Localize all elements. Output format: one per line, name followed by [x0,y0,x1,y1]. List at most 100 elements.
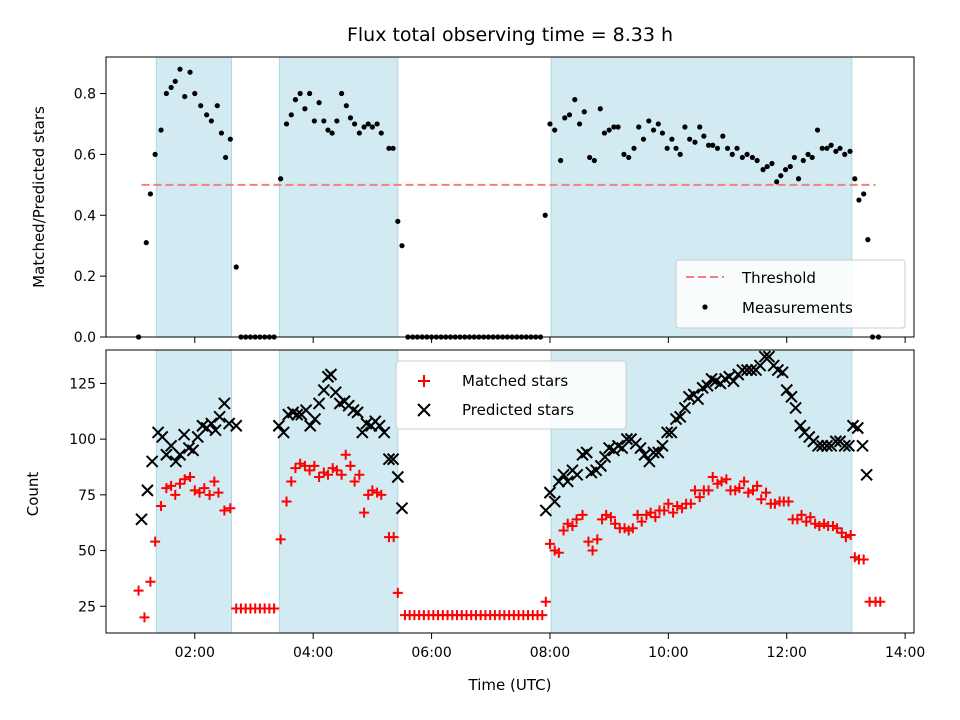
matched-star-point [650,512,661,523]
measurement-point [172,78,178,84]
matched-star-point [367,485,378,496]
measurement-point [597,106,603,112]
matched-star-point [290,463,301,474]
measurement-point [720,133,726,139]
matched-star-point [174,478,185,489]
measurement-point [369,124,375,130]
matched-star-point [845,529,856,540]
measurement-point [664,145,670,151]
predicted-star-point [543,486,557,499]
bottom-axes-frame [105,349,915,634]
matched-star-point [739,476,750,487]
predicted-star-point [230,419,243,432]
matched-star-point [299,460,310,471]
measurement-point [325,127,331,133]
matched-star-point [354,469,365,480]
measurement-point [187,69,193,75]
x-axis-label: Time (UTC) [468,676,552,694]
matched-star-point [275,534,286,545]
measurement-point [352,121,358,127]
measurement-point [147,191,153,197]
measurement-point [640,136,647,142]
predicted-star-point [745,363,758,377]
predicted-star-point [647,446,660,459]
top-x-ticks [194,337,906,343]
measurement-point [204,112,210,118]
measurement-point [615,124,621,130]
matched-star-point [166,480,177,491]
predicted-star-point [656,439,669,453]
measurement-point [222,154,229,161]
measurement-point [673,145,679,151]
measurement-point [361,124,367,130]
matched-star-point [331,465,342,476]
matched-star-point [269,603,280,614]
measurement-point [168,84,174,91]
predicted-star-point [811,439,825,453]
measurement-point [621,151,627,157]
y-tick-label: 0.8 [74,87,96,103]
measurement-point [386,145,392,151]
chart-title: Flux total observing time = 8.33 h [347,24,673,46]
predicted-star-point [736,363,749,377]
measurement-point [283,121,290,127]
legend-matched-swatch [418,375,430,387]
predicted-star-point [312,397,326,410]
measurement-point [856,197,862,203]
matched-star-point [840,532,851,543]
matched-star-point [716,476,727,487]
measurement-point [824,145,830,151]
measurement-point [809,154,815,161]
measurement-point [356,130,362,136]
measurement-point [347,115,354,121]
matched-star-point [805,512,816,523]
measurement-point [343,103,349,109]
measurement-point [749,154,756,161]
matched-star-point [689,485,700,496]
predicted-star-point [218,397,231,410]
measurement-point [581,109,587,115]
predicted-star-point [561,475,574,488]
bottom-panel: 25 50 75 100 125 02:00 04:00 06:00 08:00 10:00 12… [24,349,925,694]
matched-star-point [796,509,807,520]
matched-star-point [349,476,360,487]
matched-star-point [189,485,200,496]
measurement-point [378,130,384,136]
measurement-point [177,66,183,72]
matched-star-point [145,576,156,587]
measurement-point [631,145,637,151]
measurement-point [677,151,683,157]
measurement-point [192,90,198,97]
matched-star-point [743,487,754,498]
legend-measurements-label: Measurements [742,299,853,317]
matched-star-point [583,536,594,547]
measurement-point [365,121,371,127]
measurement-point [334,118,340,124]
measurement-point [739,154,745,161]
matched-star-point [858,554,869,565]
matched-star-point [295,458,306,469]
matched-star-point [133,585,144,596]
legend-predicted-swatch [417,403,431,417]
predicted-star-point [678,401,692,415]
measurement-point [288,112,294,118]
y-tick-label: 100 [69,432,96,448]
measurement-point [819,145,825,151]
matched-star-point [213,487,224,498]
matched-star-point [219,505,230,516]
measurement-point [729,151,735,157]
predicted-star-point [838,439,851,453]
measurement-point [163,90,169,97]
measurement-point [576,121,583,127]
predicted-star-point [794,419,807,432]
matched-star-point [156,500,167,511]
measurement-point [814,127,821,133]
predicted-star-point [598,450,612,464]
predicted-star-point [701,379,714,392]
measurement-point [760,167,766,173]
measurement-point [601,130,608,136]
predicted-star-point [816,439,829,453]
measurement-point [292,97,299,103]
matched-star-point [814,521,825,532]
predicted-star-point [570,468,584,481]
